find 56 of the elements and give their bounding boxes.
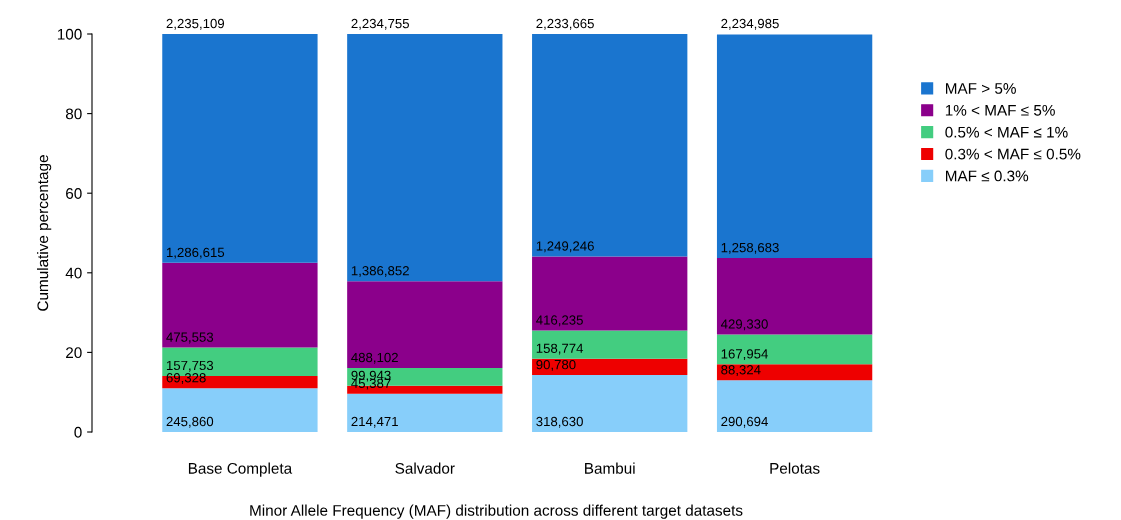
- annotation: 2,234,755: [351, 18, 409, 30]
- bar: [532, 34, 688, 257]
- y-tick-label: 100: [57, 28, 82, 40]
- annotation: 429,330: [720, 319, 768, 331]
- annotation: 318,630: [536, 416, 583, 428]
- bar: [532, 256, 688, 331]
- annotation: 1,286,615: [166, 247, 225, 259]
- annotation: 167,954: [721, 349, 768, 361]
- bar: [532, 375, 688, 432]
- bar: [716, 34, 873, 259]
- legend-label: MAF ≤ 0.3%: [946, 170, 1029, 182]
- x-tick-label: Base Completa: [188, 462, 293, 477]
- annotation: 2,235,109: [166, 18, 225, 30]
- bar: [162, 375, 318, 389]
- bar: [716, 334, 873, 365]
- annotation: 1,249,246: [536, 241, 594, 253]
- annotation: 245,860: [166, 416, 214, 428]
- annotation: 158,774: [536, 343, 584, 355]
- annotation: 2,234,985: [721, 18, 779, 30]
- bar: [162, 262, 318, 348]
- annotation: 2,233,665: [536, 18, 594, 30]
- y-tick-label: 20: [66, 347, 82, 359]
- bar: [162, 34, 318, 263]
- annotation: 157,753: [166, 360, 214, 372]
- bar: [347, 34, 503, 282]
- x-tick-label: Salvador: [395, 462, 455, 474]
- bar: [532, 330, 688, 359]
- y-tick-label: 60: [66, 188, 82, 199]
- bar: [716, 380, 873, 432]
- y-axis-title: Cumulative percentage: [36, 155, 52, 311]
- annotation: 69,328: [166, 373, 206, 384]
- annotation: 1,258,683: [721, 242, 779, 254]
- bar: [347, 281, 503, 368]
- bar: [716, 364, 873, 381]
- legend-label: 0.3% < MAF ≤ 0.5%: [945, 148, 1081, 160]
- annotation: 416,235: [536, 315, 583, 327]
- annotation: 88,324: [721, 365, 761, 377]
- annotation: 488,102: [351, 352, 398, 364]
- annotation: 1,386,852: [351, 266, 409, 277]
- x-axis-title: Minor Allele Frequency (MAF) distribution across different target datasets: [250, 504, 743, 519]
- annotation: 475,553: [166, 332, 214, 344]
- legend-label: MAF > 5%: [946, 83, 1016, 94]
- annotation: 90,780: [536, 359, 576, 371]
- annotation: 214,471: [351, 416, 398, 428]
- legend-label: 0.5% < MAF ≤ 1%: [945, 126, 1068, 138]
- legend-label: 1% < MAF ≤ 5%: [945, 104, 1055, 116]
- y-tick-label: 80: [65, 108, 82, 120]
- x-tick-label: Pelotas: [770, 462, 820, 474]
- annotation: 290,694: [721, 416, 768, 428]
- bar: [532, 358, 688, 376]
- y-tick-label: 40: [65, 267, 82, 279]
- bar: [716, 258, 873, 335]
- x-tick-label: Bambui: [585, 462, 635, 474]
- bar: [162, 388, 318, 432]
- y-tick-label: 0: [74, 426, 82, 438]
- bar: [347, 393, 503, 432]
